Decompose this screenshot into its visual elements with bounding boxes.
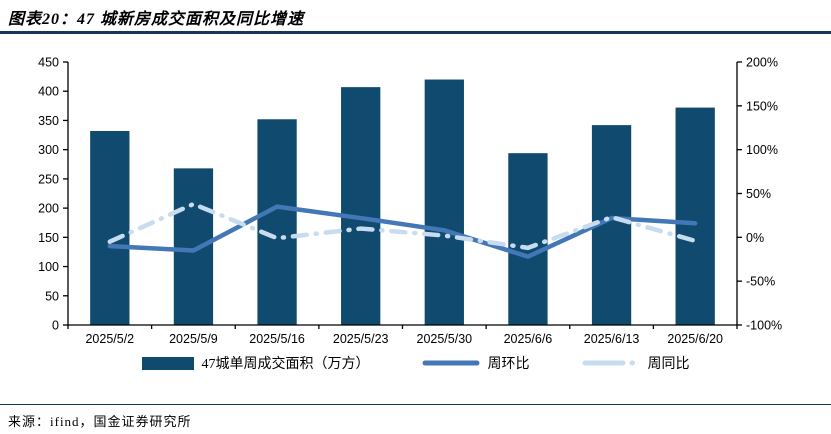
right-axis-label: 50% (746, 187, 771, 201)
legend-label-wow-line: 周环比 (487, 357, 530, 372)
left-axis-label: 350 (38, 114, 59, 128)
bar-2025/5/16 (257, 119, 297, 325)
bar-2025/5/9 (173, 168, 214, 325)
source-note: 来源：ifind，国金证券研究所 (8, 414, 192, 429)
bar-2025/6/20 (675, 107, 715, 325)
x-axis-label: 2025/6/6 (504, 332, 553, 346)
legend-item-bar-series: 47城单周成交面积（万方） (141, 353, 370, 373)
wow-line-swatch (422, 360, 479, 366)
bar-2025/5/2 (90, 130, 130, 325)
right-axis-label: -50% (746, 275, 775, 289)
left-axis-label: 200 (38, 202, 59, 216)
right-axis-label: 0% (746, 231, 764, 245)
left-axis-label: 300 (38, 143, 59, 157)
left-axis-label: 0 (52, 319, 59, 333)
footer-rule (0, 404, 831, 405)
left-axis-label: 150 (38, 231, 59, 245)
right-axis-label: 100% (746, 143, 778, 157)
chart-legend: 47城单周成交面积（万方） 周环比 周同比 (0, 353, 831, 373)
bar-2025/5/23 (341, 87, 381, 326)
left-axis-label: 400 (38, 85, 59, 99)
yoy-line (107, 201, 698, 251)
title-underline (0, 31, 831, 34)
right-axis-label: 200% (746, 56, 778, 70)
bar-2025/5/30 (424, 79, 464, 326)
legend-label-yoy-line: 周同比 (647, 357, 690, 372)
legend-item-yoy-line: 周同比 (582, 353, 690, 373)
right-axis-label: 150% (746, 99, 778, 113)
x-axis-label: 2025/5/23 (333, 332, 389, 346)
chart-title: 图表20：47 城新房成交面积及同比增速 (8, 11, 305, 28)
left-axis-label: 250 (38, 172, 59, 186)
x-axis-label: 2025/6/13 (584, 332, 640, 346)
left-axis-label: 450 (38, 56, 59, 70)
x-axis-label: 2025/5/30 (417, 332, 473, 346)
x-axis-label: 2025/6/20 (667, 332, 723, 346)
left-axis-label: 100 (38, 260, 59, 274)
yoy-line-swatch (582, 360, 640, 366)
bar-series-swatch (141, 356, 194, 370)
x-axis-label: 2025/5/9 (169, 332, 218, 346)
right-axis-label: -100% (746, 319, 782, 333)
left-axis-label: 50 (45, 289, 59, 303)
x-axis-label: 2025/5/16 (249, 332, 305, 346)
legend-item-wow-line: 周环比 (422, 353, 530, 373)
x-axis-label: 2025/5/2 (85, 332, 134, 346)
bar-2025/6/6 (508, 153, 548, 325)
legend-label-bar-series: 47城单周成交面积（万方） (201, 357, 370, 372)
